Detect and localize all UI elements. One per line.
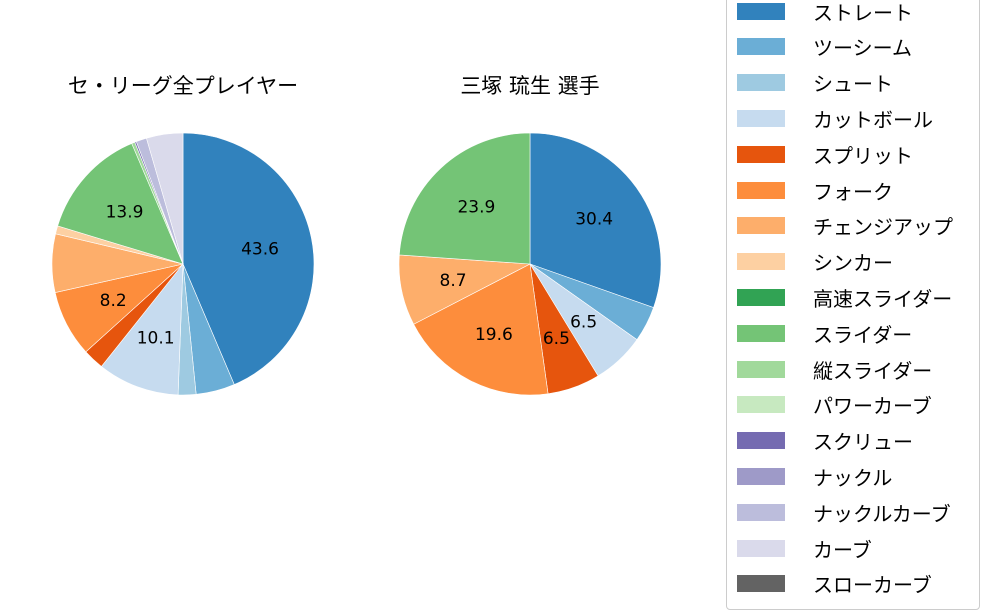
legend-label: 高速スライダー: [813, 286, 953, 311]
legend-label: シュート: [813, 72, 893, 97]
legend-item: カットボール: [737, 106, 933, 132]
legend: ストレートツーシームシュートカットボール スプリットフォークチェンジアップ シンカー…: [726, 0, 980, 610]
legend-swatch: [737, 145, 785, 163]
legend-item: スクリュー: [737, 429, 913, 455]
slice-value-label: 6.5: [570, 312, 597, 332]
slice-value-label: 43.6: [241, 239, 279, 259]
legend-item: パワーカーブ: [737, 393, 932, 419]
legend-swatch: [737, 324, 785, 342]
legend-item: スローカーブ: [737, 572, 932, 598]
legend-swatch: [737, 467, 785, 485]
legend-label: チェンジアップ: [813, 215, 953, 240]
legend-item: スライダー: [737, 321, 913, 347]
legend-label: スプリット: [813, 143, 913, 168]
legend-swatch: [737, 539, 785, 557]
legend-label: ストレート: [813, 0, 913, 25]
pie-slice: [529, 132, 662, 308]
slice-value-label: 19.6: [475, 325, 513, 345]
legend-item: フォーク: [737, 178, 893, 204]
legend-swatch: [737, 38, 785, 56]
legend-item: ツーシーム: [737, 35, 912, 61]
legend-swatch: [737, 253, 785, 271]
slice-value-label: 23.9: [457, 198, 495, 218]
pie-slice: [413, 263, 549, 396]
slice-value-label: 10.1: [137, 329, 175, 349]
legend-item: シンカー: [737, 250, 893, 276]
legend-swatch: [737, 2, 785, 20]
pie-slice: [398, 132, 531, 265]
legend-swatch: [737, 288, 785, 306]
legend-label: カーブ: [813, 537, 872, 562]
legend-item: 縦スライダー: [737, 357, 933, 383]
pie-slice: [57, 143, 184, 265]
legend-label: スライダー: [813, 322, 913, 347]
legend-item: 高速スライダー: [737, 285, 953, 311]
slice-value-label: 13.9: [106, 202, 144, 222]
legend-label: ナックルカーブ: [813, 501, 951, 526]
legend-swatch: [737, 109, 785, 127]
legend-label: カットボール: [813, 107, 933, 132]
pie-charts: 43.6 10.1 8.2 13.9 30.4 6.56.5 19.6 8.7 23.9: [51, 132, 662, 396]
legend-item: チェンジアップ: [737, 214, 953, 240]
legend-label: ツーシーム: [813, 36, 912, 61]
legend-label: パワーカーブ: [813, 394, 932, 419]
pie-player: 30.4 6.56.5 19.6 8.7 23.9: [398, 132, 662, 396]
slice-value-label: 8.7: [440, 271, 467, 291]
legend-label: スローカーブ: [813, 573, 932, 598]
legend-item: ナックルカーブ: [737, 500, 951, 526]
pie-slice: [100, 263, 184, 396]
legend-swatch: [737, 503, 785, 521]
right-chart-title: 三塚 琉生 選手: [460, 74, 600, 98]
legend-label: シンカー: [813, 251, 893, 276]
legend-item: ナックル: [737, 464, 893, 490]
legend-swatch: [737, 217, 785, 235]
legend-swatch: [737, 360, 785, 378]
legend-item: スプリット: [737, 142, 913, 168]
legend-item: シュート: [737, 71, 893, 97]
legend-item: カーブ: [737, 536, 872, 562]
legend-label: ナックル: [813, 465, 893, 490]
legend-swatch: [737, 181, 785, 199]
legend-swatch: [737, 575, 785, 593]
legend-swatch: [737, 74, 785, 92]
slice-value-label: 30.4: [575, 210, 613, 230]
legend-label: フォーク: [813, 179, 893, 204]
legend-swatch: [737, 396, 785, 414]
left-chart-title: セ・リーグ全プレイヤー: [67, 74, 299, 98]
pie-league-all: 43.6 10.1 8.2 13.9: [51, 132, 315, 396]
legend-swatch: [737, 432, 785, 450]
legend-label: 縦スライダー: [813, 358, 933, 383]
legend-item: ストレート: [737, 0, 913, 25]
pie-slice: [182, 132, 315, 385]
slice-value-label: 8.2: [100, 291, 127, 311]
pie-slice: [146, 132, 184, 265]
slice-value-label: 6.5: [543, 329, 570, 349]
legend-label: スクリュー: [813, 430, 913, 455]
